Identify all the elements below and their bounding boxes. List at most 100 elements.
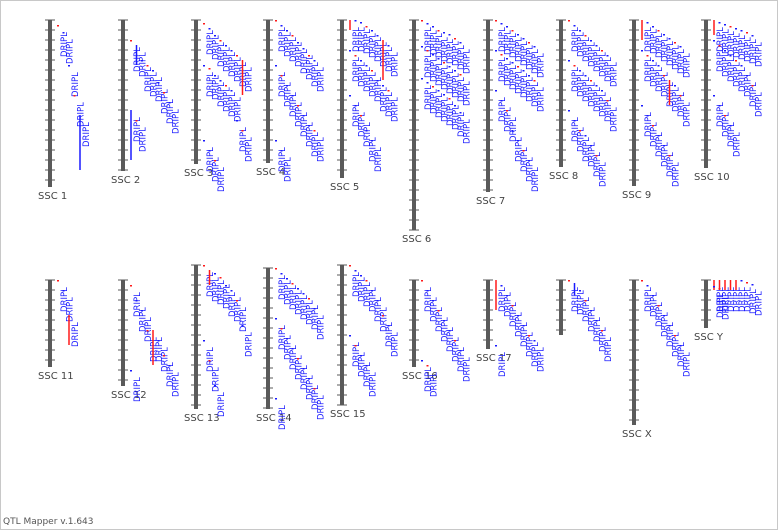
qtl-label[interactable]: DRIPL bbox=[722, 112, 732, 137]
qtl-label[interactable]: DRIPL bbox=[599, 327, 609, 352]
qtl-label[interactable]: DRIPL bbox=[172, 109, 182, 134]
qtl-label[interactable]: DRIPL bbox=[363, 122, 373, 147]
qtl-label[interactable]: DRIPL bbox=[234, 297, 244, 322]
qtl-label[interactable]: DRIPL bbox=[234, 57, 244, 82]
qtl-label[interactable]: DRIPL bbox=[289, 92, 299, 117]
qtl-label[interactable]: DRIPL bbox=[306, 375, 316, 400]
chromosome-ssc-17[interactable]: SSC 17DRIPLDRIPLDRIPLDRIPLDRIPLDRIPLDRIP… bbox=[476, 279, 547, 377]
qtl-label[interactable]: DRIPL bbox=[306, 55, 316, 80]
qtl-label[interactable]: DRIPL bbox=[577, 127, 587, 152]
qtl-label[interactable]: DRIPL bbox=[655, 132, 665, 157]
qtl-label[interactable]: DRIPL bbox=[424, 367, 434, 392]
qtl-label[interactable]: DRIPL bbox=[66, 39, 76, 64]
qtl-label[interactable]: DRIPL bbox=[369, 33, 379, 58]
qtl-label[interactable]: DRIPL bbox=[206, 347, 216, 372]
chromosome-ssc-7[interactable]: SSC 7DRIPLDRIPLDRIPLDRIPLDRIPLDRIPLDRIPL… bbox=[476, 19, 547, 207]
qtl-label[interactable]: DRIPL bbox=[722, 295, 732, 320]
qtl-label[interactable]: DRIPL bbox=[295, 355, 305, 380]
qtl-label[interactable]: DRIPL bbox=[166, 362, 176, 387]
qtl-label[interactable]: DRIPL bbox=[655, 302, 665, 327]
qtl-label[interactable]: DRIPL bbox=[582, 137, 592, 162]
qtl-label[interactable]: DRIPL bbox=[509, 33, 519, 58]
qtl-label[interactable]: DRIPL bbox=[683, 102, 693, 127]
qtl-label[interactable]: DRIPL bbox=[604, 57, 614, 82]
qtl-label[interactable]: DRIPL bbox=[446, 69, 456, 94]
qtl-label[interactable]: DRIPL bbox=[755, 42, 765, 67]
qtl-label[interactable]: DRIPL bbox=[391, 97, 401, 122]
qtl-label[interactable]: DRIPL bbox=[217, 280, 227, 305]
qtl-label[interactable]: DRIPL bbox=[245, 137, 255, 162]
qtl-label[interactable]: DRIPL bbox=[385, 322, 395, 347]
qtl-label[interactable]: DRIPL bbox=[150, 72, 160, 97]
qtl-label[interactable]: DRIPL bbox=[504, 292, 514, 317]
qtl-label[interactable]: DRIPL bbox=[239, 307, 249, 332]
qtl-label[interactable]: DRIPL bbox=[520, 41, 530, 66]
qtl-label[interactable]: DRIPL bbox=[727, 57, 737, 82]
qtl-label[interactable]: DRIPL bbox=[520, 322, 530, 347]
qtl-label[interactable]: DRIPL bbox=[284, 32, 294, 57]
qtl-label[interactable]: DRIPL bbox=[363, 29, 373, 54]
qtl-label[interactable]: DRIPL bbox=[430, 89, 440, 114]
qtl-label[interactable]: DRIPL bbox=[228, 292, 238, 317]
qtl-label[interactable]: DRIPL bbox=[212, 367, 222, 392]
qtl-label[interactable]: DRIPL bbox=[424, 287, 434, 312]
qtl-label[interactable]: DRIPL bbox=[212, 157, 222, 182]
qtl-label[interactable]: DRIPL bbox=[498, 352, 508, 377]
qtl-label[interactable]: DRIPL bbox=[311, 385, 321, 410]
qtl-label[interactable]: DRIPL bbox=[295, 102, 305, 127]
chromosome-ssc-12[interactable]: SSC 12DRIPLDRIPLDRIPLDRIPLDRIPLDRIPLDRIP… bbox=[111, 279, 182, 402]
qtl-label[interactable]: DRIPL bbox=[644, 287, 654, 312]
qtl-label[interactable]: DRIPL bbox=[457, 77, 467, 102]
qtl-label[interactable]: DRIPL bbox=[733, 62, 743, 87]
qtl-label[interactable]: DRIPL bbox=[515, 312, 525, 337]
qtl-label[interactable]: DRIPL bbox=[452, 41, 462, 66]
qtl-label[interactable]: DRIPL bbox=[571, 117, 581, 142]
qtl-label[interactable]: DRIPL bbox=[435, 93, 445, 118]
qtl-label[interactable]: DRIPL bbox=[206, 72, 216, 97]
qtl-label[interactable]: DRIPL bbox=[223, 47, 233, 72]
qtl-label[interactable]: DRIPL bbox=[498, 97, 508, 122]
qtl-label[interactable]: DRIPL bbox=[571, 67, 581, 92]
qtl-label[interactable]: DRIPL bbox=[727, 31, 737, 56]
qtl-label[interactable]: DRIPL bbox=[457, 347, 467, 372]
qtl-label[interactable]: DRIPL bbox=[509, 117, 519, 142]
qtl-label[interactable]: DRIPL bbox=[385, 47, 395, 72]
qtl-label[interactable]: DRIPL bbox=[133, 292, 143, 317]
qtl-label[interactable]: DRIPL bbox=[716, 293, 726, 318]
qtl-label[interactable]: DRIPL bbox=[278, 147, 288, 172]
qtl-label[interactable]: DRIPL bbox=[133, 117, 143, 142]
qtl-label[interactable]: DRIPL bbox=[289, 37, 299, 62]
qtl-label[interactable]: DRIPL bbox=[278, 275, 288, 300]
chromosome-ssc-4[interactable]: SSC 4DRIPLDRIPLDRIPLDRIPLDRIPLDRIPLDRIPL… bbox=[256, 19, 327, 182]
qtl-label[interactable]: DRIPL bbox=[593, 87, 603, 112]
qtl-label[interactable]: DRIPL bbox=[588, 82, 598, 107]
qtl-label[interactable]: DRIPL bbox=[498, 27, 508, 52]
chromosome-ssc-x[interactable]: SSC XDRIPLDRIPLDRIPLDRIPLDRIPLDRIPLDRIPL… bbox=[622, 279, 693, 440]
qtl-label[interactable]: DRIPL bbox=[722, 29, 732, 54]
chromosome-ssc-16[interactable]: SSC 16DRIPLDRIPLDRIPLDRIPLDRIPLDRIPLDRIP… bbox=[402, 279, 473, 397]
chromosome-ssc-y[interactable]: SSC YDRIPLDRIPLDRIPLDRIPLDRIPLDRIPLDRIPL… bbox=[694, 279, 765, 343]
qtl-label[interactable]: DRIPL bbox=[424, 27, 434, 52]
qtl-label[interactable]: DRIPL bbox=[599, 52, 609, 77]
qtl-label[interactable]: DRIPL bbox=[223, 284, 233, 309]
qtl-label[interactable]: DRIPL bbox=[374, 37, 384, 62]
qtl-label[interactable]: DRIPL bbox=[358, 27, 368, 52]
qtl-label[interactable]: DRIPL bbox=[217, 82, 227, 107]
qtl-label[interactable]: DRIPL bbox=[733, 33, 743, 58]
qtl-label[interactable]: DRIPL bbox=[380, 42, 390, 67]
qtl-label[interactable]: DRIPL bbox=[228, 92, 238, 117]
qtl-label[interactable]: DRIPL bbox=[666, 152, 676, 177]
qtl-label[interactable]: DRIPL bbox=[672, 332, 682, 357]
qtl-label[interactable]: DRIPL bbox=[306, 300, 316, 325]
qtl-label[interactable]: DRIPL bbox=[650, 122, 660, 147]
qtl-label[interactable]: DRIPL bbox=[206, 272, 216, 297]
qtl-label[interactable]: DRIPL bbox=[234, 97, 244, 122]
qtl-label[interactable]: DRIPL bbox=[300, 295, 310, 320]
qtl-label[interactable]: DRIPL bbox=[537, 53, 547, 78]
qtl-label[interactable]: DRIPL bbox=[139, 52, 149, 77]
qtl-label[interactable]: DRIPL bbox=[311, 62, 321, 87]
qtl-label[interactable]: DRIPL bbox=[593, 47, 603, 72]
qtl-label[interactable]: DRIPL bbox=[206, 30, 216, 55]
qtl-label[interactable]: DRIPL bbox=[223, 87, 233, 112]
